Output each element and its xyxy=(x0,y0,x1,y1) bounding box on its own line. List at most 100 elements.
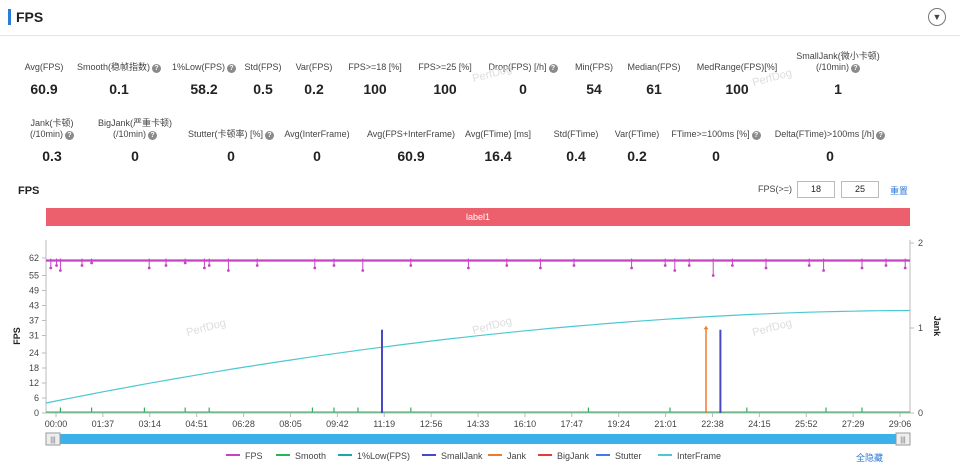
smooth-series xyxy=(46,407,910,413)
fps-point xyxy=(687,264,691,267)
y-tick-label: 49 xyxy=(29,286,39,296)
fps-point xyxy=(467,266,470,270)
help-icon[interactable]: ? xyxy=(65,131,74,140)
x-tick-label: 08:05 xyxy=(279,419,302,429)
x-tick-label: 01:37 xyxy=(92,419,115,429)
stat-stats_row2-2: Stutter(卡顿率) [%]? 0 xyxy=(171,129,291,164)
stat-value: 0 xyxy=(227,148,235,164)
label-band[interactable]: label1 xyxy=(46,208,910,226)
legend-label: SmallJank xyxy=(441,451,483,461)
stat-stats_row1-5: FPS>=18 [%] 100 xyxy=(315,62,435,97)
legend-item[interactable]: Jank xyxy=(488,451,526,461)
stat-value: 0.2 xyxy=(627,148,647,164)
fps-point xyxy=(255,264,259,267)
y2-tick-label: 2 xyxy=(918,238,923,248)
x-tick-label: 09:42 xyxy=(326,419,349,429)
scrollbar-handle-left[interactable] xyxy=(45,432,61,446)
fps-point xyxy=(183,261,187,265)
fps-point xyxy=(59,269,62,272)
help-icon[interactable]: ? xyxy=(265,131,274,140)
fps-point xyxy=(572,264,576,267)
legend-item[interactable]: Smooth xyxy=(276,451,326,461)
help-icon[interactable]: ? xyxy=(876,131,886,140)
stat-stats_row2-1: BigJank(严重卡顿) (/10min)? 0 xyxy=(75,118,195,164)
fps-threshold-label: FPS(>=) xyxy=(758,184,793,194)
x-tick-label: 24:15 xyxy=(748,419,771,429)
legend-item[interactable]: BigJank xyxy=(538,451,589,461)
fps-point xyxy=(711,274,715,277)
fps-threshold-input-1[interactable]: 18 xyxy=(797,181,835,198)
help-icon[interactable]: ? xyxy=(152,64,161,73)
stat-stats_row1-11: SmallJank(微小卡顿) (/10min)? 1 xyxy=(778,51,898,97)
x-tick-label: 21:01 xyxy=(654,419,677,429)
jank-marker xyxy=(703,326,709,330)
x-tick-label: 29:06 xyxy=(889,419,912,429)
stat-stats_row1-8: Min(FPS) 54 xyxy=(534,62,654,97)
fps-point xyxy=(332,264,336,267)
x-tick-label: 27:29 xyxy=(842,419,865,429)
chevron-down-icon[interactable]: ▼ xyxy=(928,8,946,26)
stat-stats_row1-7: Drop(FPS) [/h]? 0 xyxy=(463,62,583,97)
legend-swatch xyxy=(658,454,672,456)
stat-label: SmallJank(微小卡顿) xyxy=(796,51,880,61)
svg-text:|||: ||| xyxy=(900,437,906,444)
x-tick-label: 11:19 xyxy=(373,419,395,429)
x-tick-label: 17:47 xyxy=(561,419,584,429)
x-tick-label: 12:56 xyxy=(420,419,443,429)
fps-point xyxy=(884,264,888,267)
legend-label: Jank xyxy=(507,451,527,461)
stat-value: 0.3 xyxy=(42,148,62,164)
legend-item[interactable]: FPS xyxy=(226,451,263,461)
stat-stats_row2-4: Avg(FPS+InterFrame) 60.9 xyxy=(351,129,471,164)
help-icon[interactable]: ? xyxy=(751,131,761,140)
scrollbar[interactable]: ||| ||| xyxy=(45,432,911,446)
stat-value: 61 xyxy=(646,81,662,97)
stat-value: 0 xyxy=(519,81,527,97)
help-icon[interactable]: ? xyxy=(227,64,236,73)
legend-swatch xyxy=(276,454,290,456)
help-icon[interactable]: ? xyxy=(548,64,558,73)
fps-point xyxy=(147,266,151,270)
stat-label: Min(FPS) xyxy=(575,62,613,72)
fps-threshold-input-2[interactable]: 25 xyxy=(841,181,879,198)
stat-value: 100 xyxy=(433,81,457,97)
stat-label: Jank(卡顿) xyxy=(30,118,74,128)
legend-swatch xyxy=(488,454,502,456)
stat-stats_row2-8: FTime>=100ms [%]? 0 xyxy=(656,129,776,164)
stat-value: 0.5 xyxy=(253,81,273,97)
y-tick-label: 24 xyxy=(29,348,39,358)
fps-point xyxy=(807,264,811,267)
svg-text:|||: ||| xyxy=(50,437,56,444)
x-tick-label: 25:52 xyxy=(795,419,818,429)
legend-item[interactable]: Stutter xyxy=(596,451,642,461)
stat-label: FPS>=25 [%] xyxy=(418,62,472,72)
fps-point xyxy=(55,264,58,267)
chart-title: FPS xyxy=(18,185,40,197)
x-tick-label: 06:28 xyxy=(232,419,255,429)
scrollbar-handle-right[interactable] xyxy=(895,432,911,446)
fps-point xyxy=(90,261,93,265)
stat-stats_row1-0: Avg(FPS) 60.9 xyxy=(0,62,104,97)
fps-point xyxy=(207,264,211,267)
legend-label: FPS xyxy=(245,451,263,461)
reset-button[interactable]: 重置 xyxy=(890,186,909,196)
interframe-line xyxy=(45,309,911,404)
fps-point xyxy=(49,266,53,270)
fps-point xyxy=(505,264,509,267)
legend-item[interactable]: SmallJank xyxy=(422,451,483,461)
help-icon[interactable]: ? xyxy=(851,64,860,73)
hide-all-button[interactable]: 全隐藏 xyxy=(856,453,884,463)
help-icon[interactable]: ? xyxy=(148,131,157,140)
stat-stats_row2-9: Delta(FTime)>100ms [/h]? 0 xyxy=(770,129,890,164)
fps-point xyxy=(822,269,825,272)
jank-events xyxy=(381,326,722,413)
stat-value: 0.2 xyxy=(304,81,324,97)
scrollbar-track[interactable] xyxy=(46,434,910,444)
stat-label-unit: (/10min)? xyxy=(75,129,195,140)
stat-label: BigJank(严重卡顿) xyxy=(97,118,172,128)
fps-point xyxy=(80,264,84,267)
legend-item[interactable]: 1%Low(FPS) xyxy=(338,451,410,461)
stat-label: Stutter(卡顿率) [%]? xyxy=(171,129,291,140)
legend-item[interactable]: InterFrame xyxy=(658,451,721,461)
